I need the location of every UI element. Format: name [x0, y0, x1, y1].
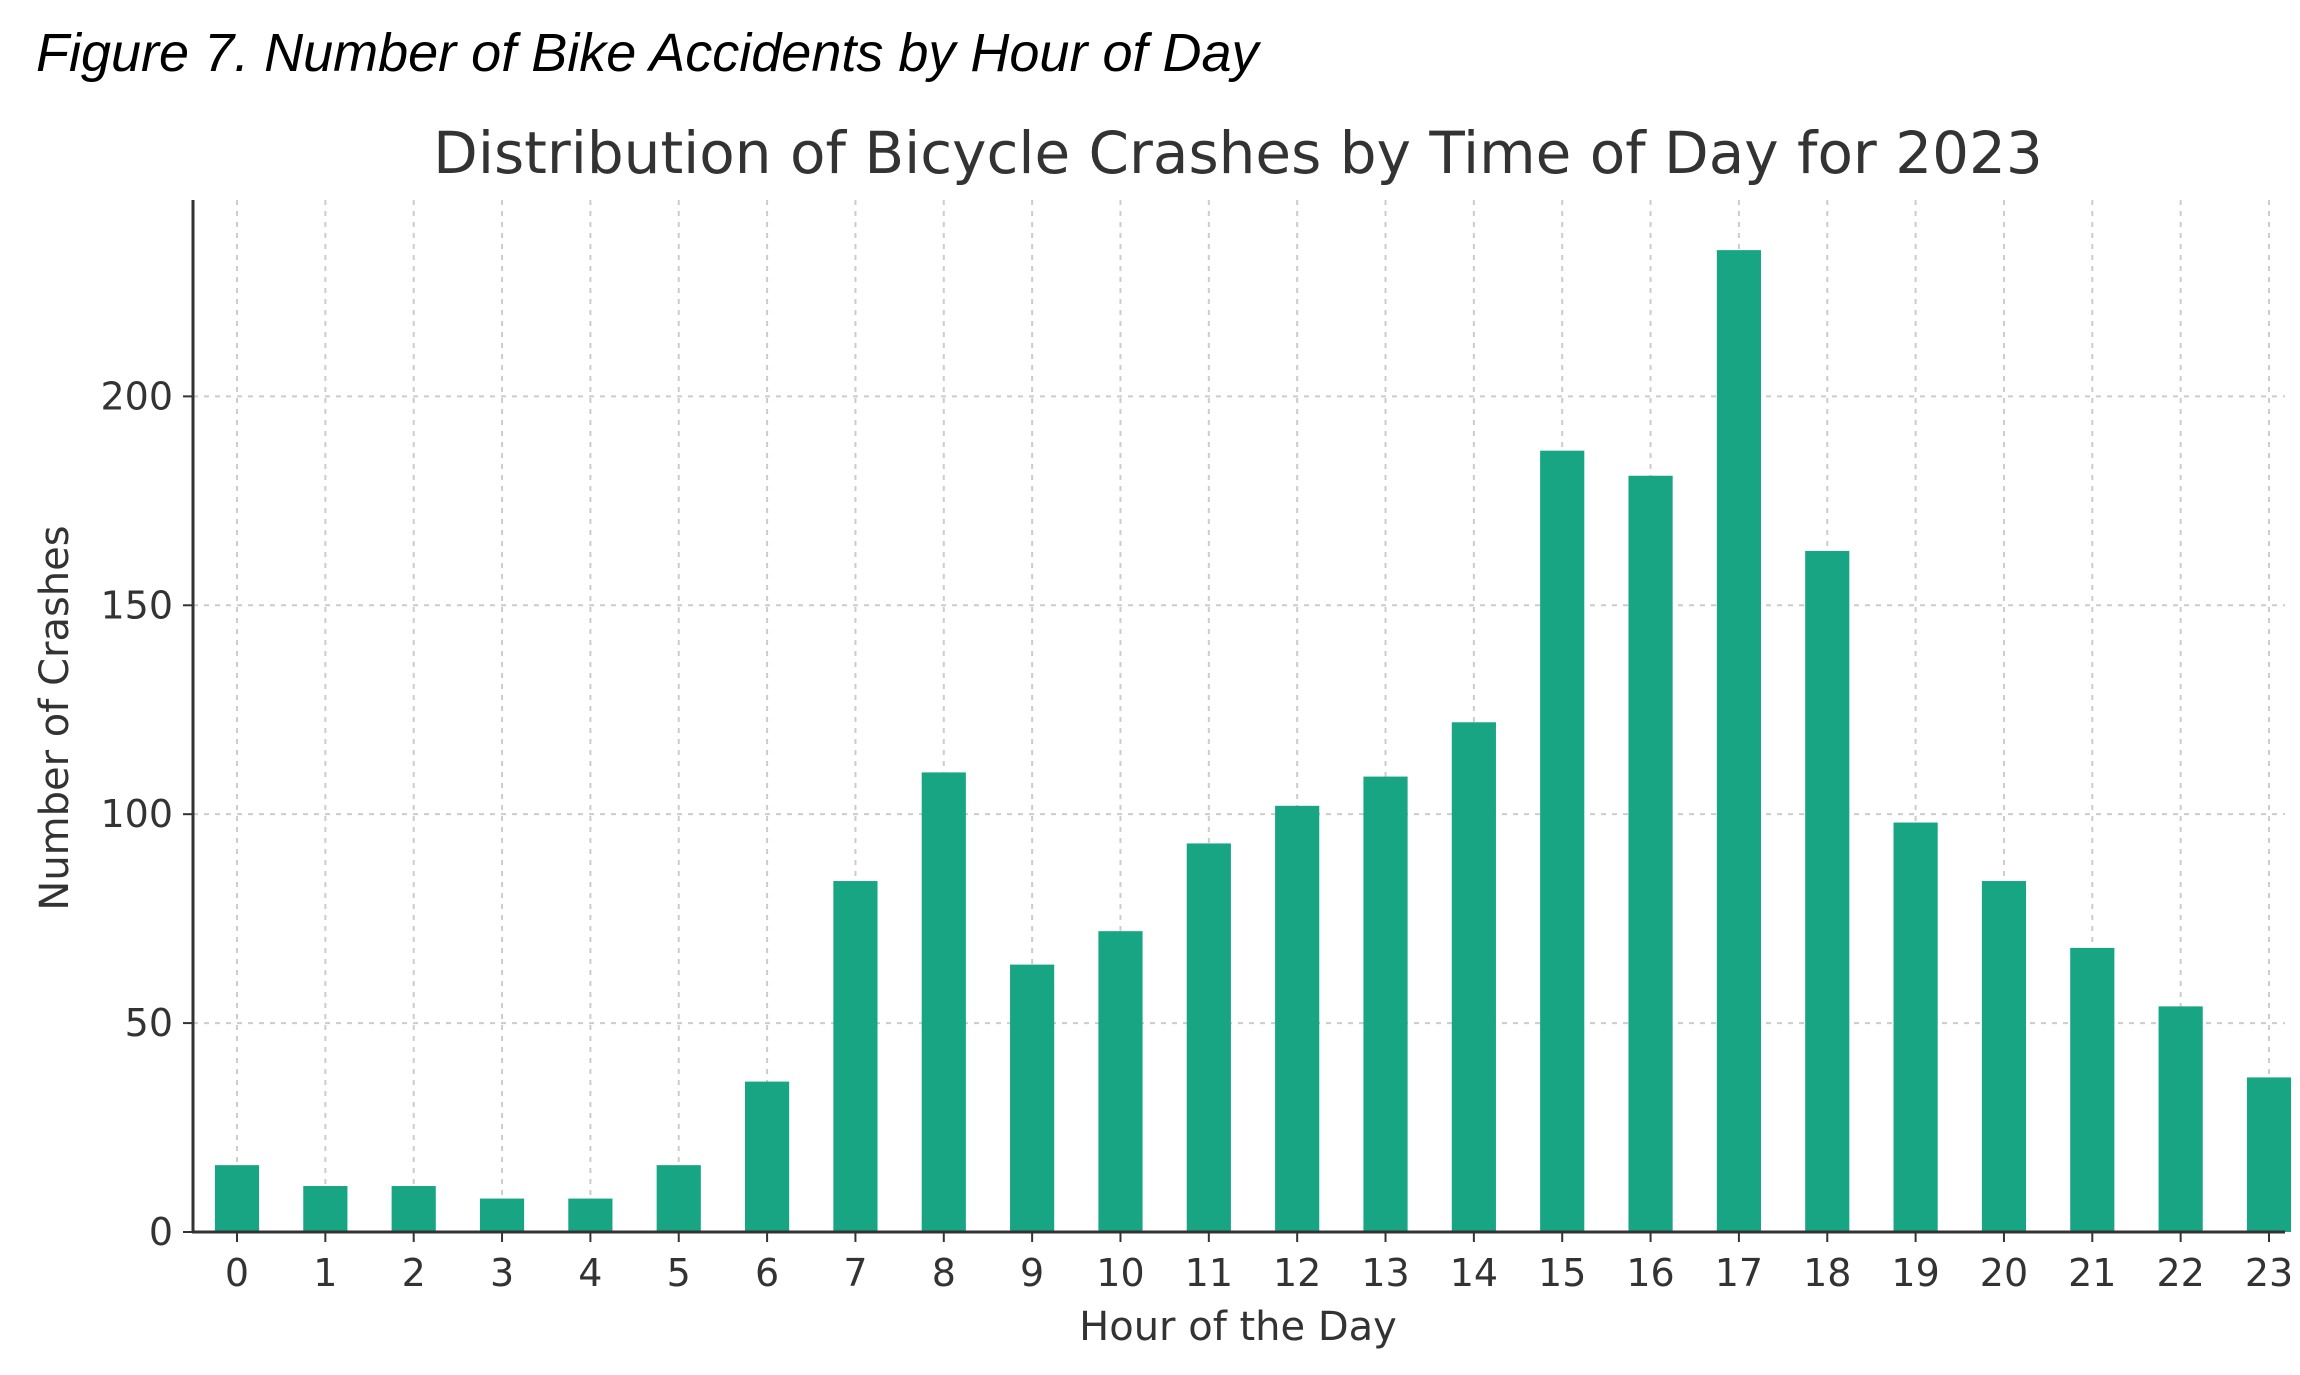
tick-labels: 0 1 2 3 4 5 6 7 8 9 10 11 12 13 14 15 16 17 18 19 20 21 22 2305…: [100, 374, 2293, 1295]
bar-hour-21: [2070, 947, 2115, 1232]
x-tick-label: 2: [402, 1251, 426, 1295]
bar-hour-17: [1716, 250, 1761, 1233]
bar-hour-2: [391, 1186, 436, 1232]
y-tick-label: 150: [100, 583, 173, 627]
x-tick-label: 18: [1803, 1251, 1851, 1295]
bar-hour-14: [1451, 722, 1496, 1232]
bar-hour-5: [656, 1165, 701, 1232]
x-tick-label: 11: [1185, 1251, 1233, 1295]
bar-hour-19: [1893, 822, 1938, 1232]
bar-hour-10: [1098, 931, 1143, 1232]
x-tick-label: 3: [490, 1251, 514, 1295]
bar-hour-18: [1805, 550, 1850, 1232]
bar-hour-7: [833, 881, 878, 1232]
bar-hour-11: [1186, 843, 1231, 1232]
x-tick-label: 1: [313, 1251, 337, 1295]
figure-caption: Figure 7. Number of Bike Accidents by Ho…: [36, 23, 1259, 83]
bars: [214, 250, 2292, 1233]
x-tick-label: 6: [755, 1251, 779, 1295]
bar-hour-13: [1363, 776, 1408, 1232]
x-tick-label: 22: [2156, 1251, 2204, 1295]
x-tick-label: 4: [578, 1251, 602, 1295]
x-tick-label: 14: [1450, 1251, 1498, 1295]
bar-hour-8: [921, 772, 966, 1232]
y-tick-label: 200: [100, 374, 173, 418]
x-tick-label: 20: [1980, 1251, 2028, 1295]
bar-hour-20: [1981, 881, 2027, 1232]
x-tick-label: 19: [1891, 1251, 1939, 1295]
x-tick-label: 8: [932, 1251, 956, 1295]
x-tick-label: 23: [2245, 1251, 2293, 1295]
x-axis-label: Hour of the Day: [1079, 1304, 1397, 1350]
x-tick-label: 15: [1538, 1251, 1586, 1295]
x-tick-label: 17: [1715, 1251, 1763, 1295]
y-axis-label: Number of Crashes: [32, 525, 78, 910]
y-tick-label: 50: [125, 1001, 173, 1045]
x-tick-label: 10: [1096, 1251, 1144, 1295]
bar-hour-15: [1540, 450, 1585, 1233]
grid-lines: [193, 200, 2285, 1232]
bar-hour-3: [479, 1198, 525, 1232]
x-tick-label: 16: [1626, 1251, 1674, 1295]
x-tick-label: 5: [667, 1251, 691, 1295]
bar-hour-0: [214, 1165, 260, 1232]
bar-hour-16: [1628, 475, 1673, 1232]
chart-title: Distribution of Bicycle Crashes by Time …: [433, 119, 2043, 187]
y-tick-label: 100: [100, 792, 173, 836]
axes: [183, 200, 2285, 1242]
bar-hour-6: [745, 1081, 790, 1232]
x-tick-label: 21: [2068, 1251, 2116, 1295]
bar-hour-1: [303, 1186, 348, 1232]
bar-hour-23: [2246, 1077, 2292, 1232]
x-tick-label: 0: [225, 1251, 249, 1295]
x-tick-label: 7: [843, 1251, 867, 1295]
x-tick-label: 13: [1361, 1251, 1409, 1295]
x-tick-label: 12: [1273, 1251, 1321, 1295]
bar-hour-4: [568, 1198, 613, 1232]
y-tick-label: 0: [149, 1210, 173, 1254]
bar-hour-9: [1010, 964, 1055, 1232]
x-tick-label: 9: [1020, 1251, 1044, 1295]
bar-hour-22: [2158, 1006, 2203, 1232]
bar-hour-12: [1275, 805, 1320, 1232]
